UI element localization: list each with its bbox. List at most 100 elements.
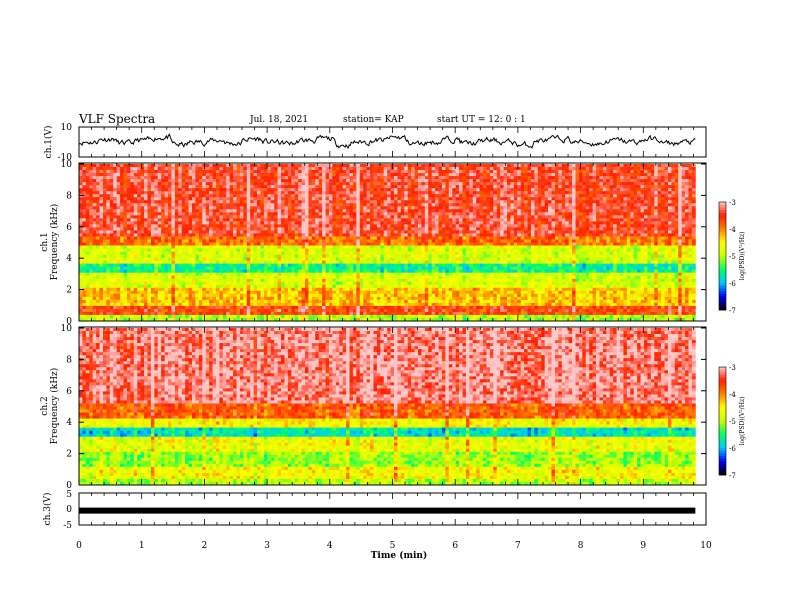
spectrogram-cell <box>537 194 542 198</box>
spectrogram-cell <box>79 200 83 204</box>
spectrogram-cell <box>274 164 278 168</box>
spectrogram-cell <box>469 236 474 240</box>
spectrogram-cell <box>116 194 121 198</box>
spectrogram-cell <box>661 239 665 243</box>
spectrogram-cell <box>154 230 159 234</box>
spectrogram-cell <box>325 179 330 183</box>
spectrogram-cell <box>510 203 515 207</box>
spectrogram-cell <box>260 242 265 246</box>
spectrogram-cell <box>205 212 210 216</box>
spectrogram-cell <box>171 182 176 186</box>
spectrogram-cell <box>589 185 594 189</box>
spectrogram-cell <box>452 218 457 222</box>
spectrogram-cell <box>120 164 124 168</box>
spectrogram-cell <box>554 203 559 207</box>
spectrogram-cell <box>120 230 124 234</box>
spectrogram-cell <box>239 239 244 243</box>
spectrogram-cell <box>596 236 600 240</box>
spectrogram-cell <box>174 242 179 246</box>
spectrogram-cell <box>493 206 498 210</box>
spectrogram-cell <box>215 221 220 225</box>
spectrogram-cell <box>96 206 100 210</box>
spectrogram-cell <box>130 206 135 210</box>
spectrogram-cell <box>157 242 162 246</box>
spectrogram-cell <box>486 206 491 210</box>
spectrogram-cell <box>332 230 337 234</box>
spectrogram-cell <box>116 191 121 195</box>
spectrogram-cell <box>346 233 350 237</box>
spectrogram-cell <box>407 218 412 222</box>
spectrogram-cell <box>263 200 268 204</box>
spectrogram-cell <box>630 218 635 222</box>
spectrogram-cell <box>561 176 566 180</box>
spectrogram-cell <box>322 206 326 210</box>
spectrogram-cell <box>157 164 162 168</box>
spectrogram-cell <box>380 182 385 186</box>
spectrogram-cell <box>541 230 546 234</box>
spectrogram-cell <box>133 185 138 189</box>
spectrogram-cell <box>530 242 535 246</box>
spectrogram-cell <box>352 188 357 192</box>
spectrogram-cell <box>318 212 323 216</box>
spectrogram-cell <box>435 212 439 216</box>
spectrogram-cell <box>657 212 662 216</box>
spectrogram-cell <box>263 245 268 249</box>
spectrogram-cell <box>387 194 391 198</box>
spectrogram-cell <box>311 218 316 222</box>
spectrogram-cell <box>407 215 412 219</box>
spectrogram-cell <box>154 170 159 174</box>
spectrogram-cell <box>130 185 135 189</box>
spectrogram-cell <box>109 242 114 246</box>
spectrogram-cell <box>448 242 453 246</box>
spectrogram-cell <box>489 224 494 228</box>
spectrogram-cell <box>363 197 368 201</box>
spectrogram-cell <box>96 233 100 237</box>
spectrogram-cell <box>585 191 590 195</box>
spectrogram-cell <box>123 212 128 216</box>
spectrogram-cell <box>448 179 453 183</box>
spectrogram-cell <box>339 233 344 237</box>
spectrogram-cell <box>373 227 378 231</box>
spectrogram-cell <box>188 167 193 171</box>
spectrogram-cell <box>623 170 628 174</box>
spectrogram-cell <box>496 170 501 174</box>
spectrogram-cell <box>96 167 100 171</box>
spectrogram-cell <box>438 188 443 192</box>
spectrogram-cell <box>551 236 556 240</box>
spectrogram-cell <box>455 218 460 222</box>
spectrogram-cell <box>298 245 302 249</box>
spectrogram-cell <box>164 188 169 192</box>
spectrogram-cell <box>168 224 172 228</box>
spectrogram-cell <box>226 188 231 192</box>
spectrogram-cell <box>123 182 128 186</box>
spectrogram-cell <box>613 218 617 222</box>
spectrogram-cell <box>99 188 104 192</box>
spectrogram-cell <box>144 176 148 180</box>
spectrogram-cell <box>527 191 532 195</box>
spectrogram-cell <box>654 173 659 177</box>
spectrogram-cell <box>517 221 522 225</box>
spectrogram-cell <box>503 212 508 216</box>
spectrogram-cell <box>438 200 443 204</box>
spectrogram-cell <box>315 167 320 171</box>
spectrogram-cell <box>479 173 484 177</box>
spectrogram-cell <box>147 212 152 216</box>
spectrogram-cell <box>530 176 535 180</box>
spectrogram-cell <box>356 221 361 225</box>
spectrogram-cell <box>171 194 176 198</box>
spectrogram-cell <box>517 194 522 198</box>
spectrogram-cell <box>630 212 635 216</box>
spectrogram-cell <box>527 200 532 204</box>
spectrogram-cell <box>171 227 176 231</box>
spectrogram-cell <box>325 212 330 216</box>
spectrogram-cell <box>681 164 686 168</box>
spectrogram-cell <box>209 227 213 231</box>
spectrogram-cell <box>277 239 282 243</box>
spectrogram-cell <box>541 215 546 219</box>
spectrogram-cell <box>229 242 234 246</box>
spectrogram-cell <box>534 209 539 213</box>
spectrogram-cell <box>270 227 275 231</box>
spectrogram-cell <box>517 188 522 192</box>
spectrogram-cell <box>260 236 265 240</box>
spectrogram-cell <box>589 170 594 174</box>
